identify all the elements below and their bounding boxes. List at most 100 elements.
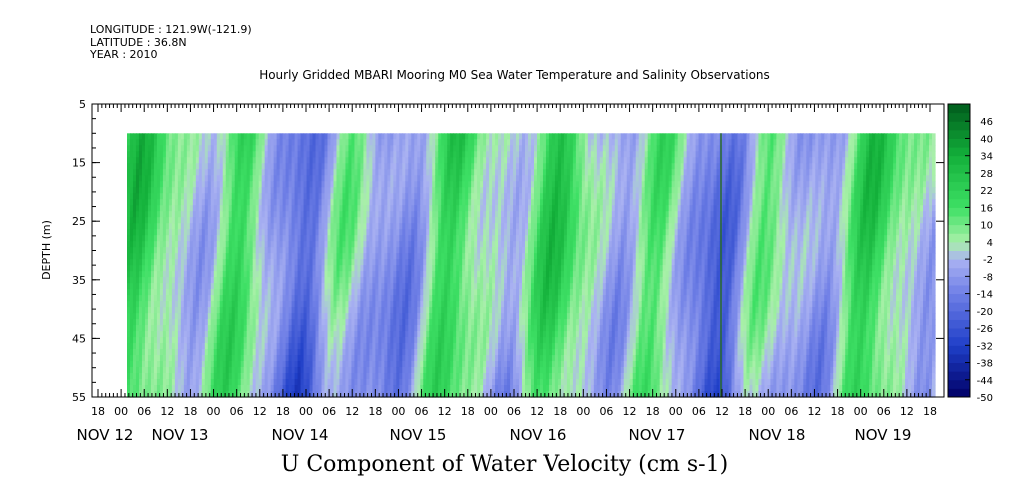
heatmap-cell xyxy=(414,187,418,194)
heatmap-cell xyxy=(393,313,397,320)
heatmap-cell xyxy=(264,385,269,392)
heatmap-cell xyxy=(354,343,359,350)
heatmap-cell xyxy=(153,211,158,218)
heatmap-cell xyxy=(156,391,161,398)
heatmap-cell xyxy=(252,295,257,302)
heatmap-cell xyxy=(231,361,236,368)
heatmap-cell xyxy=(432,343,436,350)
heatmap-cell xyxy=(177,391,182,398)
heatmap-cell xyxy=(459,271,463,278)
heatmap-cell xyxy=(207,211,212,218)
heatmap-cell xyxy=(201,355,206,362)
heatmap-cell xyxy=(438,265,442,272)
heatmap-cell xyxy=(348,217,353,224)
heatmap-cell xyxy=(288,319,293,326)
heatmap-cell xyxy=(450,169,454,176)
heatmap-cell xyxy=(351,193,356,200)
heatmap-cell xyxy=(183,259,188,266)
heatmap-cell xyxy=(402,391,406,398)
heatmap-cell xyxy=(375,331,379,338)
heatmap-cell xyxy=(429,259,433,266)
heatmap-cell xyxy=(336,349,341,356)
heatmap-cell xyxy=(204,379,209,386)
heatmap-cell xyxy=(333,157,338,164)
heatmap-cell xyxy=(138,349,143,356)
heatmap-cell xyxy=(360,307,365,314)
heatmap-cell xyxy=(453,367,457,374)
heatmap-cell xyxy=(225,289,230,296)
heatmap-cell xyxy=(237,175,242,182)
heatmap-cell xyxy=(378,247,382,254)
heatmap-cell xyxy=(321,241,326,248)
heatmap-cell xyxy=(252,259,257,266)
heatmap-cell xyxy=(297,379,302,386)
heatmap-cell xyxy=(129,325,134,332)
heatmap-cell xyxy=(249,301,254,308)
heatmap-cell xyxy=(447,247,451,254)
heatmap-cell xyxy=(447,325,451,332)
heatmap-cell xyxy=(291,385,296,392)
heatmap-cell xyxy=(324,247,329,254)
heatmap-cell xyxy=(390,205,394,212)
heatmap-cell xyxy=(249,295,254,302)
heatmap-cell xyxy=(225,313,230,320)
heatmap-cell xyxy=(378,385,382,392)
heatmap-cell xyxy=(315,145,320,152)
heatmap-cell xyxy=(387,187,391,194)
heatmap-cell xyxy=(258,187,263,194)
heatmap-cell xyxy=(312,157,317,164)
heatmap-cell xyxy=(261,355,266,362)
heatmap-cell xyxy=(141,373,146,380)
heatmap-cell xyxy=(153,217,158,224)
heatmap-cell xyxy=(411,367,415,374)
heatmap-cell xyxy=(363,289,367,296)
heatmap-cell xyxy=(459,169,463,176)
heatmap-cell xyxy=(393,133,397,140)
heatmap-cell xyxy=(309,337,314,344)
heatmap-cell xyxy=(441,283,445,290)
heatmap-cell xyxy=(243,163,248,170)
heatmap-cell xyxy=(138,163,143,170)
heatmap-cell xyxy=(369,361,373,368)
heatmap-cell xyxy=(423,259,427,266)
heatmap-cell xyxy=(213,181,218,188)
heatmap-cell xyxy=(429,307,433,314)
heatmap-cell xyxy=(132,169,137,176)
heatmap-cell xyxy=(399,361,403,368)
heatmap-cell xyxy=(408,211,412,218)
heatmap-cell xyxy=(405,247,409,254)
heatmap-cell xyxy=(357,223,362,230)
heatmap-cell xyxy=(234,307,239,314)
heatmap-cell xyxy=(252,325,257,332)
heatmap-cell xyxy=(237,253,242,260)
heatmap-cell xyxy=(201,385,206,392)
heatmap-cell xyxy=(447,313,451,320)
heatmap-cell xyxy=(264,349,269,356)
heatmap-cell xyxy=(291,247,296,254)
heatmap-cell xyxy=(321,283,326,290)
heatmap-cell xyxy=(303,337,308,344)
heatmap-cell xyxy=(201,325,206,332)
heatmap-cell xyxy=(147,145,152,152)
heatmap-cell xyxy=(150,193,155,200)
heatmap-cell xyxy=(147,355,152,362)
heatmap-cell xyxy=(384,301,388,308)
heatmap-cell xyxy=(258,367,263,374)
heatmap-cell xyxy=(258,217,263,224)
heatmap-cell xyxy=(414,337,418,344)
heatmap-cell xyxy=(462,349,466,356)
heatmap-cell xyxy=(135,331,140,338)
heatmap-cell xyxy=(186,211,191,218)
heatmap-cell xyxy=(420,235,424,242)
heatmap-cell xyxy=(366,151,370,158)
heatmap-cell xyxy=(351,223,356,230)
heatmap-cell xyxy=(441,265,445,272)
heatmap-cell xyxy=(273,175,278,182)
heatmap-cell xyxy=(141,337,146,344)
heatmap-cell xyxy=(405,313,409,320)
heatmap-cell xyxy=(231,289,236,296)
heatmap-cell xyxy=(156,145,161,152)
heatmap-cell xyxy=(366,139,370,146)
heatmap-cell xyxy=(267,349,272,356)
heatmap-cell xyxy=(465,217,469,224)
